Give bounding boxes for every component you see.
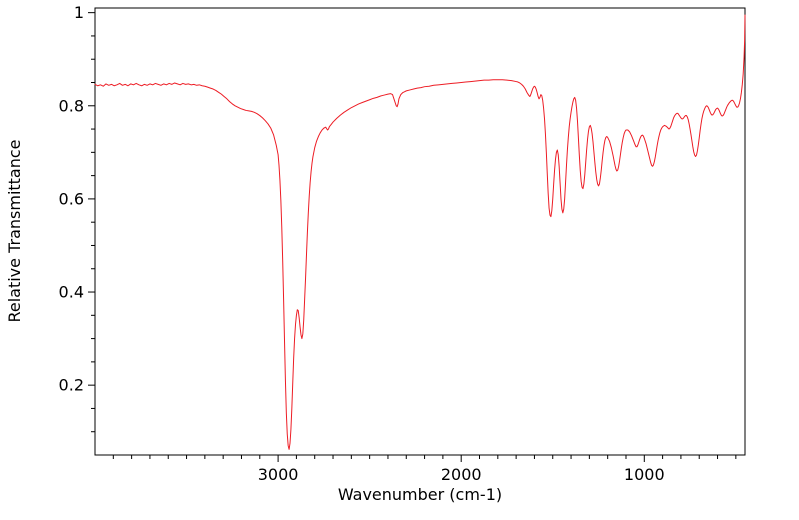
x-axis-label: Wavenumber (cm-1)	[338, 485, 502, 504]
y-tick-label: 0.2	[59, 376, 84, 395]
y-tick-label: 1	[74, 3, 84, 22]
plot-layer: 3000 2000 1000 0.2 0.4 0.6 0.8 1	[59, 3, 746, 484]
y-tick-label: 0.4	[59, 283, 84, 302]
spectrum-line	[94, 14, 746, 450]
x-tick-label: 2000	[441, 465, 482, 484]
y-axis-label: Relative Transmittance	[5, 139, 24, 322]
y-tick-label: 0.8	[59, 96, 84, 115]
x-tick-label: 1000	[624, 465, 665, 484]
x-tick-label: 3000	[258, 465, 299, 484]
y-tick-label: 0.6	[59, 189, 84, 208]
plot-border	[94, 7, 746, 456]
